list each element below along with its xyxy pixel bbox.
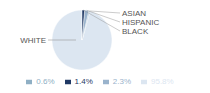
html-text:0.6%: 0.6% (36, 77, 55, 86)
html-text:1.4%: 1.4% (74, 77, 93, 86)
svg-text:HISPANIC: HISPANIC (122, 18, 159, 27)
svg-text:ASIAN: ASIAN (122, 9, 146, 18)
svg-text:BLACK: BLACK (122, 27, 149, 36)
svg-text:WHITE: WHITE (20, 36, 46, 45)
html-text:2.3%: 2.3% (112, 77, 131, 86)
html-text:95.8%: 95.8% (151, 77, 174, 86)
